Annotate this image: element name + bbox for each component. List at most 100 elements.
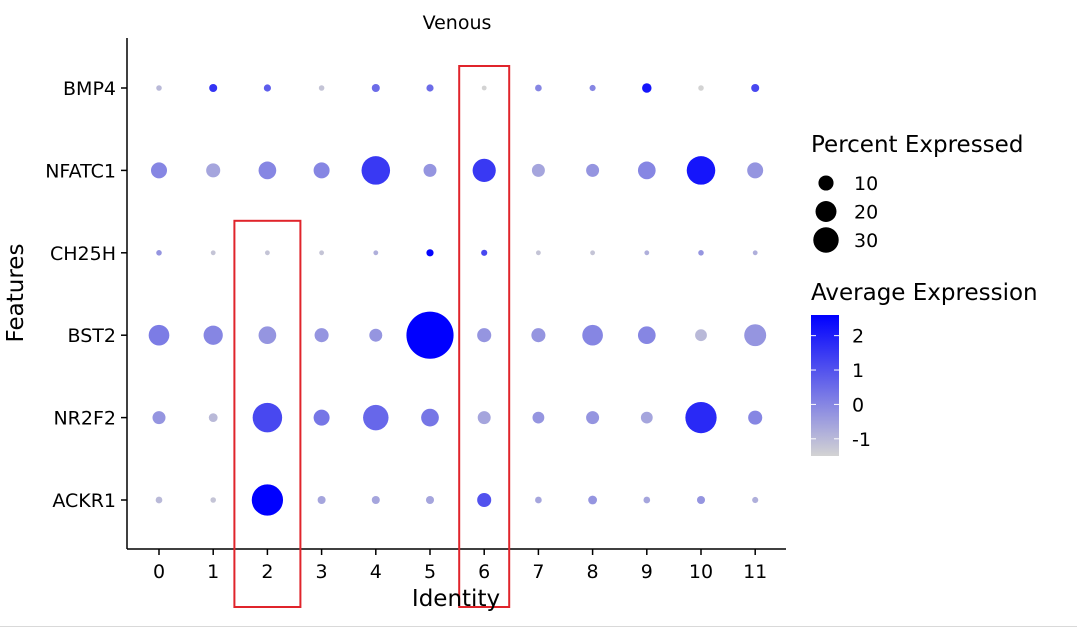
dot-ACKR1-7	[535, 496, 542, 504]
dot-NR2F2-4	[363, 404, 389, 431]
dots	[148, 83, 767, 516]
x-tick-label: 0	[153, 561, 165, 583]
highlight-box-2	[233, 219, 302, 609]
dot-CH25H-1	[210, 250, 216, 256]
plot-area: BMP4 NFATC1 CH25H BST2 NR2F2 ACKR1 0 1 2 3 4 5 6 7 8 9…	[45, 38, 786, 609]
dot-NFATC1-5	[423, 163, 437, 177]
dot-BMP4-4	[371, 83, 380, 93]
dot-BMP4-7	[535, 84, 542, 92]
dot-CH25H-10	[698, 250, 704, 256]
dot-ACKR1-11	[752, 496, 759, 504]
dot-NR2F2-3	[313, 409, 330, 426]
dot-NR2F2-6	[477, 411, 491, 425]
x-tick-label: 1	[207, 561, 219, 583]
dot-BMP4-8	[589, 84, 596, 92]
size-legend-label: 10	[854, 173, 878, 195]
dot-CH25H-4	[373, 250, 379, 256]
dot-CH25H-8	[590, 250, 596, 256]
dot-NR2F2-9	[640, 411, 653, 424]
y-tick-label: NFATC1	[45, 160, 116, 182]
dot-BST2-11	[744, 324, 767, 347]
dot-BMP4-9	[642, 83, 652, 93]
color-legend-label: 0	[852, 394, 864, 416]
dot-BST2-9	[637, 326, 656, 345]
dot-NR2F2-2	[252, 402, 283, 433]
dot-BST2-2	[258, 326, 277, 345]
dot-BST2-6	[477, 328, 492, 343]
x-tick-label: 2	[261, 561, 273, 583]
dot-NFATC1-0	[151, 162, 167, 179]
dot-BST2-4	[369, 328, 383, 342]
size-legend-title: Percent Expressed	[811, 132, 1023, 158]
dot-ACKR1-3	[317, 495, 326, 505]
x-tick-label: 6	[478, 561, 490, 583]
dot-BMP4-6	[481, 85, 487, 91]
y-tick-label: CH25H	[50, 243, 116, 265]
color-legend-title: Average Expression	[811, 280, 1038, 306]
dot-CH25H-2	[264, 250, 270, 256]
dot-ACKR1-4	[371, 495, 380, 505]
color-legend-label: 1	[852, 360, 864, 382]
y-axis-label: Features	[3, 244, 29, 343]
dot-BST2-10	[695, 329, 707, 342]
dot-BST2-3	[314, 328, 329, 343]
x-tick-label: 8	[587, 561, 599, 583]
x-tick-label: 4	[370, 561, 382, 583]
y-tick-label: ACKR1	[52, 490, 116, 512]
dot-BST2-8	[582, 324, 603, 346]
size-legend-dot	[818, 175, 834, 191]
x-tick-label: 9	[641, 561, 653, 583]
size-legend-dot	[815, 201, 837, 222]
dot-NR2F2-11	[748, 410, 763, 425]
x-tick-label: 3	[316, 561, 328, 583]
dot-ACKR1-2	[251, 484, 284, 516]
dot-NFATC1-8	[586, 163, 600, 177]
x-axis-ticks: 0 1 2 3 4 5 6 7 8 9 10 11	[153, 549, 767, 583]
dot-NFATC1-2	[258, 161, 277, 180]
dot-CH25H-6	[481, 249, 488, 256]
dot-BST2-1	[203, 325, 223, 345]
dot-BMP4-2	[263, 84, 271, 92]
dot-ACKR1-5	[425, 495, 435, 505]
dot-ACKR1-6	[477, 492, 492, 508]
highlight-boxes	[233, 65, 511, 609]
size-legend-label: 30	[854, 230, 878, 252]
dot-BMP4-5	[426, 84, 434, 92]
dot-ACKR1-1	[210, 497, 216, 503]
color-legend-bar	[811, 315, 839, 456]
y-tick-label: NR2F2	[53, 408, 116, 430]
dot-CH25H-9	[644, 250, 650, 256]
dot-ACKR1-8	[588, 495, 597, 505]
dot-BMP4-0	[156, 85, 162, 91]
dot-CH25H-5	[426, 249, 434, 257]
dot-BMP4-1	[209, 83, 218, 93]
color-legend-label: 2	[852, 326, 864, 348]
color-legend-label: -1	[852, 429, 871, 451]
dot-CH25H-3	[319, 250, 325, 256]
dot-NR2F2-10	[685, 401, 717, 434]
dot-NR2F2-7	[532, 411, 545, 424]
x-tick-label: 11	[743, 561, 767, 583]
dot-NFATC1-1	[206, 163, 221, 178]
x-tick-label: 7	[532, 561, 544, 583]
dot-ACKR1-0	[155, 496, 163, 504]
y-axis-ticks: BMP4 NFATC1 CH25H BST2 NR2F2 ACKR1	[45, 78, 127, 512]
dot-NR2F2-1	[208, 413, 218, 422]
dot-NFATC1-10	[686, 156, 716, 185]
x-tick-label: 5	[424, 561, 436, 583]
dot-ACKR1-10	[696, 495, 706, 505]
dot-BMP4-11	[751, 83, 760, 93]
dot-NFATC1-3	[313, 162, 330, 179]
dot-NFATC1-6	[472, 158, 496, 182]
color-legend-ticks: 2 1 0 -1	[811, 326, 871, 451]
dot-NFATC1-7	[531, 163, 545, 177]
dot-BST2-5	[406, 311, 454, 359]
dot-BMP4-3	[318, 85, 325, 91]
dot-BST2-7	[531, 328, 546, 343]
dot-ACKR1-9	[643, 496, 651, 504]
chart-title: Venous	[423, 12, 492, 34]
highlight-box-6	[458, 65, 511, 608]
size-legend-dot	[813, 227, 839, 253]
